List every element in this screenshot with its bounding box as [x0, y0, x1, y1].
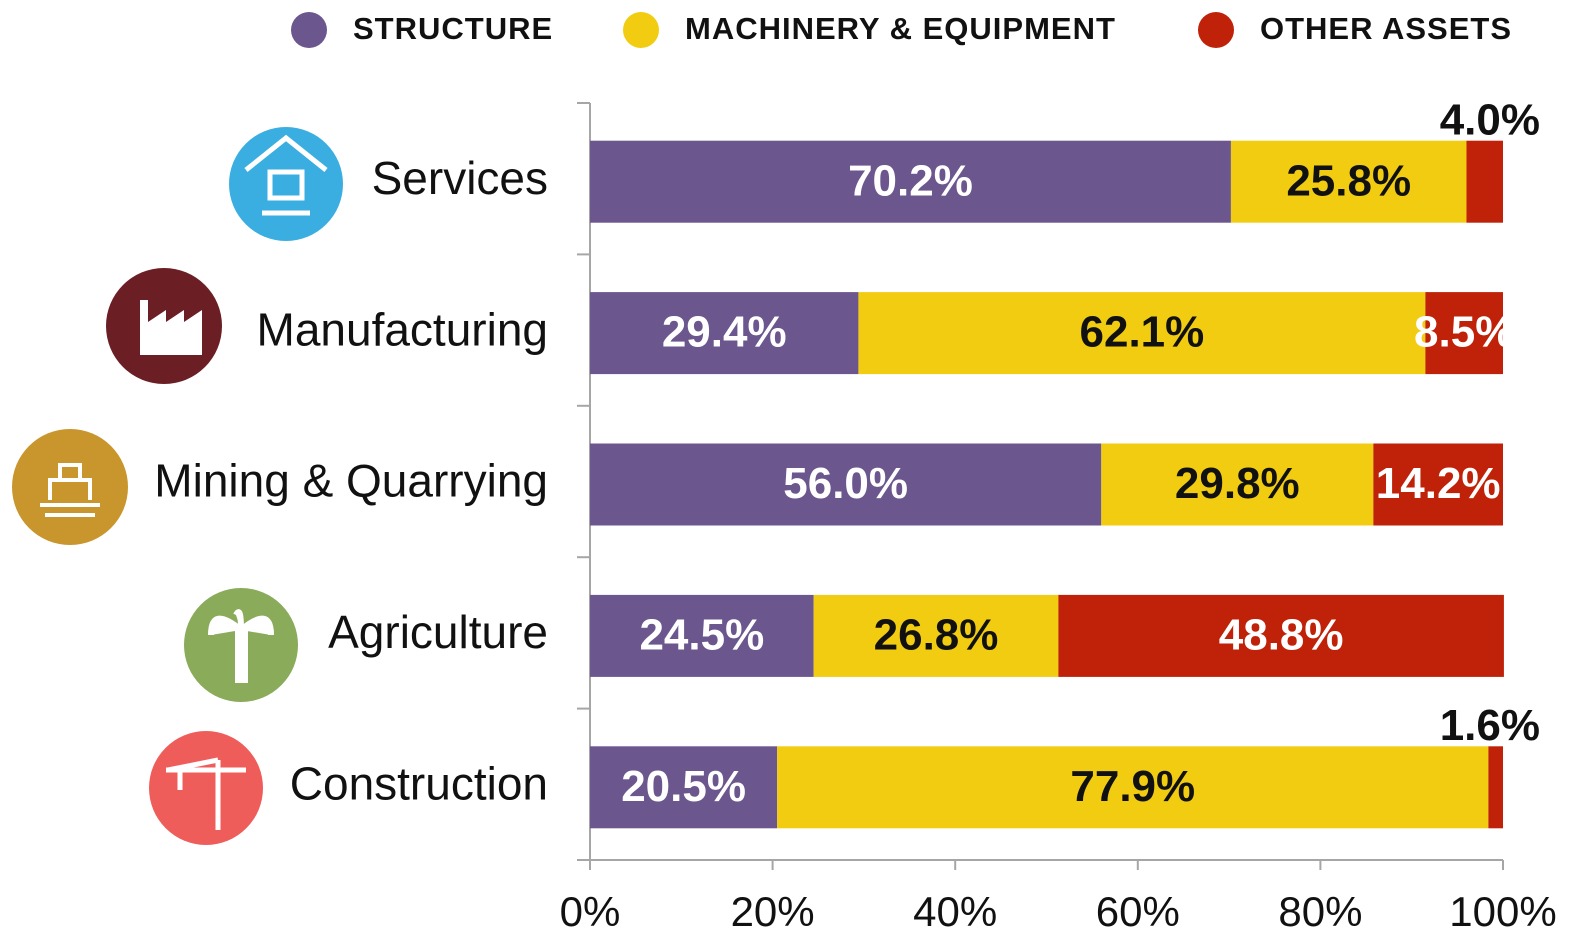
value-label: 29.4%	[662, 308, 787, 357]
manufacturing-glyph	[140, 300, 202, 355]
bar-segment	[1466, 140, 1503, 223]
value-label: 77.9%	[1070, 762, 1195, 811]
legend-swatch	[291, 12, 327, 48]
bar-segment	[1373, 443, 1503, 526]
x-tick-label: 20%	[731, 888, 815, 935]
legend-label: OTHER ASSETS	[1260, 11, 1512, 46]
value-label: 1.6%	[1440, 701, 1540, 750]
legend-swatch	[623, 12, 659, 48]
mining-icon	[12, 429, 128, 545]
bar-segment	[1230, 140, 1467, 223]
value-label: 70.2%	[848, 156, 973, 205]
category-label: Services	[372, 152, 548, 204]
x-tick-label: 80%	[1278, 888, 1362, 935]
value-label: 24.5%	[639, 611, 764, 660]
bar-segment	[1101, 443, 1374, 526]
x-tick-label: 40%	[913, 888, 997, 935]
value-label: 26.8%	[874, 611, 999, 660]
value-label: 14.2%	[1376, 459, 1501, 508]
category-label: Construction	[290, 757, 548, 809]
value-label: 20.5%	[621, 762, 746, 811]
value-label: 29.8%	[1175, 459, 1300, 508]
category-icons	[12, 127, 343, 845]
bar-segment	[813, 594, 1059, 677]
category-label: Mining & Quarrying	[154, 455, 548, 507]
mining-glyph	[40, 463, 100, 517]
x-tick-label: 60%	[1096, 888, 1180, 935]
construction-glyph	[166, 757, 246, 830]
value-label: 8.5%	[1414, 308, 1514, 357]
legend-label: MACHINERY & EQUIPMENT	[685, 11, 1116, 46]
bar-segment	[590, 140, 1231, 223]
x-tick-label: 0%	[560, 888, 621, 935]
x-tick-label: 100%	[1449, 888, 1556, 935]
services-glyph	[244, 134, 328, 216]
bar-segment	[590, 746, 778, 829]
legend-swatch	[1198, 12, 1234, 48]
construction-icon	[149, 731, 263, 845]
value-label: 25.8%	[1286, 156, 1411, 205]
category-label: Manufacturing	[257, 303, 549, 355]
bar-segment	[1488, 746, 1503, 829]
agriculture-glyph	[208, 609, 274, 683]
value-label: 48.8%	[1219, 611, 1344, 660]
bar-segment	[777, 746, 1489, 829]
bar-segment	[590, 292, 859, 375]
bar-segment	[590, 443, 1102, 526]
value-label: 4.0%	[1440, 95, 1540, 144]
category-label: Agriculture	[328, 606, 548, 658]
value-label: 56.0%	[783, 459, 908, 508]
legend-label: STRUCTURE	[353, 11, 553, 46]
bar-segment	[858, 292, 1426, 375]
bar-segment	[1425, 292, 1503, 375]
bar-segment	[1058, 594, 1504, 677]
bar-segment	[590, 594, 814, 677]
services-icon	[229, 127, 343, 241]
value-label: 62.1%	[1080, 308, 1205, 357]
